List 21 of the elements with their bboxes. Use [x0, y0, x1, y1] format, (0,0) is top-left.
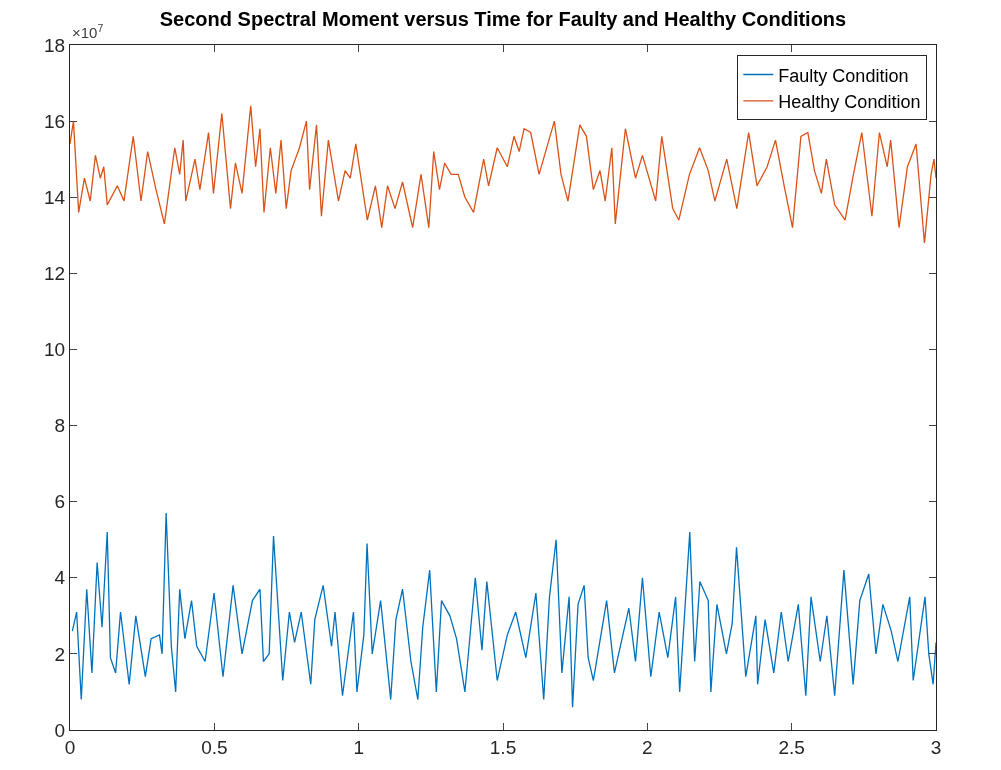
- y-tick-label: 4: [54, 567, 66, 589]
- x-tick-label: 2.5: [778, 736, 805, 758]
- x-tick-label: 2: [642, 736, 653, 758]
- y-tick-label: 8: [54, 415, 66, 437]
- y-tick-label: 2: [54, 643, 66, 665]
- y-tick-label: 14: [43, 186, 66, 208]
- x-tick-label: 0.5: [201, 736, 228, 758]
- y-tick-label: 16: [43, 110, 66, 132]
- y-tick-label: 18: [43, 34, 66, 56]
- text: ×10$^{7}$: [72, 22, 104, 42]
- x-tick-label: 3: [930, 736, 942, 758]
- x-tick-label: 1.5: [489, 736, 517, 758]
- legend-label: Faulty Condition: [778, 65, 909, 86]
- x-tick-label: 1: [353, 736, 364, 758]
- y-tick-label: 0: [54, 719, 66, 741]
- y-tick-label: 10: [43, 339, 66, 361]
- y-tick-label: 12: [43, 262, 66, 284]
- chart-title: Second Spectral Moment versus Time for Faulty and Healthy Conditions: [159, 7, 847, 30]
- y-tick-label: 6: [54, 491, 66, 513]
- legend-label: Healthy Condition: [778, 91, 921, 112]
- line-series: [71, 512, 936, 708]
